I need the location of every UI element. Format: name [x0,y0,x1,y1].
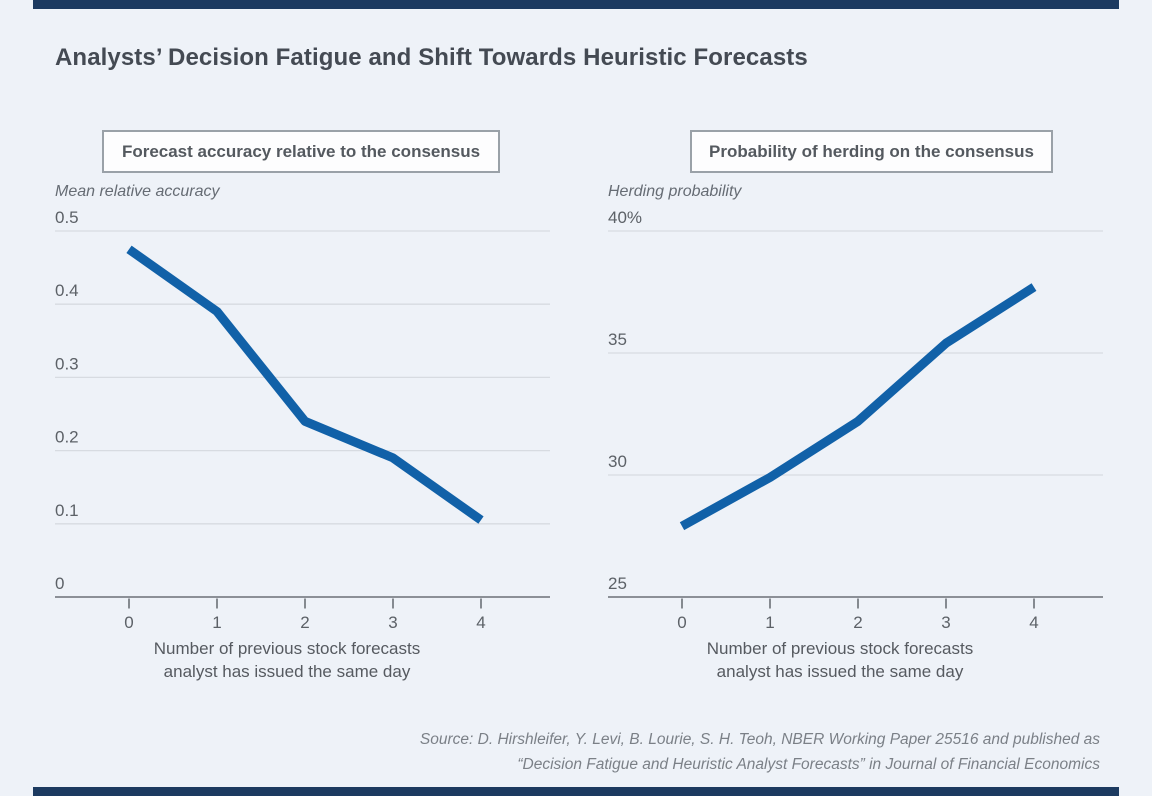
x-tick-label: 3 [941,613,950,632]
line-chart-herding: 25 30 35 40% 0 1 2 3 4 Number of previous stock f… [608,208,1103,681]
source-citation: Source: D. Hirshleifer, Y. Levi, B. Lour… [420,727,1100,777]
x-tick-label: 1 [212,613,221,632]
x-tick-label: 2 [300,613,309,632]
source-citation-line2: “Decision Fatigue and Heuristic Analyst … [517,756,1100,773]
x-tick-label: 3 [388,613,397,632]
y-tick-label: 0 [55,574,64,593]
chart-header-accuracy-label: Forecast accuracy relative to the consen… [121,141,481,161]
bottom-border-bar [33,787,1119,796]
y-axis-unit-label-herding: Herding probability [608,183,742,200]
x-axis-title-line: Number of previous stock forecasts [154,639,420,658]
x-axis-title-line: analyst has issued the same day [164,662,411,681]
x-axis-title-line: analyst has issued the same day [717,662,964,681]
x-tick-label: 0 [124,613,133,632]
data-line [679,283,1037,531]
x-tick-label: 1 [765,613,774,632]
y-tick-label: 0.2 [55,428,79,447]
chart-header-herding: Probability of herding on the consensus [690,130,1053,173]
y-axis-unit-label-accuracy: Mean relative accuracy [55,183,220,200]
x-tick-label: 0 [677,613,686,632]
x-tick-label: 4 [1029,613,1038,632]
x-tick-label: 4 [476,613,485,632]
y-tick-label: 0.4 [55,281,79,300]
y-tick-label: 0.5 [55,208,79,227]
y-tick-label: 30 [608,452,627,471]
x-axis-title-line: Number of previous stock forecasts [707,639,973,658]
x-tick-label: 2 [853,613,862,632]
y-tick-label: 0.1 [55,501,79,520]
line-chart-accuracy: 0 0.1 0.2 0.3 0.4 0.5 0 1 2 3 4 Number of previous … [55,208,550,681]
top-border-bar [33,0,1119,9]
y-tick-label: 35 [608,330,627,349]
y-tick-label: 40% [608,208,642,227]
data-line [126,245,484,524]
chart-header-accuracy: Forecast accuracy relative to the consen… [102,130,500,173]
y-tick-label: 0.3 [55,354,79,373]
source-citation-line1: Source: D. Hirshleifer, Y. Levi, B. Lour… [419,731,1100,748]
y-tick-label: 25 [608,574,627,593]
figure-title: Analysts’ Decision Fatigue and Shift Tow… [55,44,808,71]
chart-header-herding-label: Probability of herding on the consensus [709,141,1034,161]
